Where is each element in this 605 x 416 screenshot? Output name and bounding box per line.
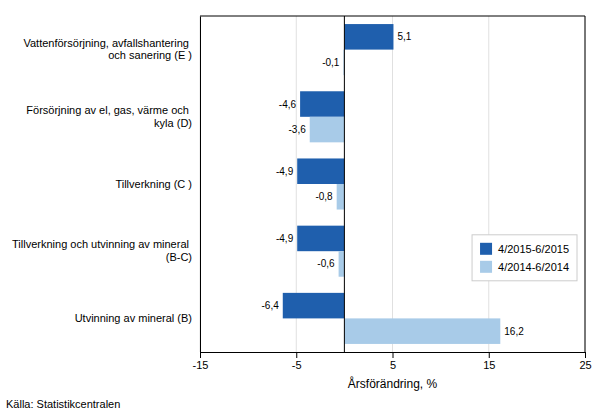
chart: -15 -5 5 15 25 Utvinning av mineral (B) Tillve… bbox=[0, 0, 605, 416]
x-tick-label: 15 bbox=[483, 359, 495, 371]
x-tick-mark bbox=[489, 352, 490, 358]
x-tick-mark bbox=[393, 352, 394, 358]
bar bbox=[337, 184, 345, 210]
data-label: -0,8 bbox=[315, 191, 333, 202]
y-tick: Försörjning av el, gas, värme och kyla (… bbox=[26, 104, 200, 129]
source-note: Källa: Statistikcentralen bbox=[6, 398, 120, 410]
bars bbox=[283, 24, 501, 344]
x-axis-title: Årsförändring, % bbox=[348, 376, 438, 391]
x-tick-label: 5 bbox=[390, 359, 396, 371]
frame-right bbox=[585, 16, 586, 352]
x-tick-mark bbox=[585, 352, 586, 358]
x-tick: -15 bbox=[193, 352, 209, 371]
y-tick-label: Utvinning av mineral (B) bbox=[75, 312, 192, 324]
x-tick-mark bbox=[200, 352, 201, 358]
x-tick-label: -15 bbox=[193, 359, 209, 371]
x-tick: 25 bbox=[579, 352, 591, 371]
y-tick: Tillverkning (C ) bbox=[115, 178, 200, 190]
data-label: -0,1 bbox=[322, 57, 340, 68]
x-tick-label: -5 bbox=[292, 359, 302, 371]
data-label: -0,6 bbox=[317, 258, 335, 269]
zero-line bbox=[344, 16, 345, 352]
y-tick-label: Tillverkning och utvinning av mineral (B… bbox=[12, 238, 192, 263]
data-label: -4,9 bbox=[276, 166, 294, 177]
data-label: 5,1 bbox=[397, 31, 411, 42]
legend: 4/2015-6/2015 4/2014-6/2014 bbox=[472, 235, 577, 281]
data-label: -4,6 bbox=[279, 99, 297, 110]
bar bbox=[344, 318, 500, 344]
y-axis: Utvinning av mineral (B) Tillverkning och… bbox=[12, 17, 200, 353]
y-tick: Vattenförsörjning, avfallshantering och … bbox=[23, 37, 200, 62]
grid-line bbox=[392, 16, 393, 352]
grid-line bbox=[200, 16, 201, 352]
legend-label: 4/2014-6/2014 bbox=[498, 261, 569, 273]
bar bbox=[339, 251, 345, 277]
data-label: -4,9 bbox=[276, 233, 294, 244]
data-label: 16,2 bbox=[504, 326, 524, 337]
legend-label: 4/2015-6/2015 bbox=[498, 243, 569, 255]
grid bbox=[200, 16, 585, 352]
bar bbox=[283, 293, 345, 319]
plot: -15 -5 5 15 25 Utvinning av mineral (B) Tillve… bbox=[12, 16, 592, 391]
x-axis-line bbox=[201, 353, 586, 359]
y-tick-label: Tillverkning (C ) bbox=[115, 178, 192, 190]
data-label: -3,6 bbox=[288, 124, 306, 135]
x-tick: 5 bbox=[390, 352, 396, 371]
grid-line bbox=[585, 16, 586, 352]
y-tick: Utvinning av mineral (B) bbox=[75, 312, 200, 324]
bar bbox=[297, 158, 344, 184]
bar bbox=[310, 117, 345, 143]
legend-swatch bbox=[480, 261, 492, 273]
data-labels: -6,4 -4,9 -4,9 -4,6 5,1 16,2 -0,6 -0,8 -3,6 -0,1 bbox=[262, 31, 525, 336]
y-axis-line bbox=[200, 17, 201, 353]
x-tick-mark bbox=[296, 352, 297, 358]
x-tick-label: 25 bbox=[579, 359, 591, 371]
grid-line bbox=[488, 16, 489, 352]
bar bbox=[297, 226, 344, 252]
x-tick: 15 bbox=[483, 352, 495, 371]
bar bbox=[344, 24, 393, 50]
frame-top bbox=[200, 16, 585, 17]
y-tick: Tillverkning och utvinning av mineral (B… bbox=[12, 238, 200, 263]
legend-swatch bbox=[480, 243, 492, 255]
x-axis: -15 -5 5 15 25 bbox=[193, 352, 592, 371]
y-tick-label: Försörjning av el, gas, värme och kyla (… bbox=[26, 104, 192, 129]
y-tick-label: Vattenförsörjning, avfallshantering och … bbox=[23, 37, 192, 62]
bar bbox=[300, 91, 344, 117]
data-label: -6,4 bbox=[262, 300, 280, 311]
x-tick: -5 bbox=[292, 352, 302, 371]
legend-box bbox=[472, 235, 577, 281]
